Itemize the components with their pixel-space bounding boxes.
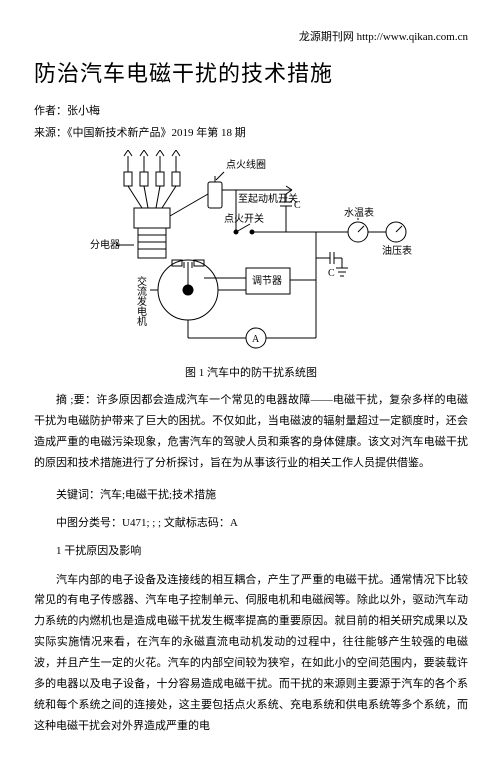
label-ammeter: A — [252, 334, 260, 345]
label-oil-gauge: 油压表 — [382, 244, 412, 257]
keywords-text: 汽车;电磁干扰;技术措施 — [100, 489, 216, 501]
article-title: 防治汽车电磁干扰的技术措施 — [34, 56, 468, 88]
abstract-text: 许多原因都会造成汽车一个常见的电器故障——电磁干扰，复杂多样的电磁干扰为电磁防护… — [34, 394, 468, 469]
label-ignition-switch: 点火开关 — [224, 212, 264, 225]
circuit-diagram: 分电器 点火线圈 至起动机开关 — [86, 150, 416, 360]
author-line: 作者：张小梅 — [34, 102, 468, 118]
label-starter-switch: 至起动机开关 — [238, 192, 298, 205]
label-capacitor-2: C — [328, 268, 335, 279]
classification-line: 中图分类号：U471; ; ; 文献标志码：A — [34, 514, 468, 530]
label-ignition-coil: 点火线圈 — [226, 158, 266, 171]
label-distributor: 分电器 — [90, 238, 120, 251]
label-alternator: 交流发电机 — [135, 275, 147, 327]
keywords-label: 关键词： — [56, 489, 100, 501]
site-header: 龙源期刊网 http://www.qikan.com.cn — [34, 28, 468, 44]
abstract-label: 摘 ;要： — [56, 394, 96, 406]
label-capacitor: C — [294, 200, 301, 211]
label-regulator: 调节器 — [252, 275, 282, 287]
figure-1: 分电器 点火线圈 至起动机开关 — [34, 150, 468, 380]
source-line: 来源：《中国新技术新产品》2019 年第 18 期 — [34, 124, 468, 140]
section-body: 汽车内部的电子设备及连接线的相互耦合，产生了严重的电磁干扰。通常情况下比较常见的… — [34, 570, 468, 737]
abstract-paragraph: 摘 ;要：许多原因都会造成汽车一个常见的电器故障——电磁干扰，复杂多样的电磁干扰… — [34, 390, 468, 474]
figure-caption: 图 1 汽车中的防干扰系统图 — [34, 364, 468, 380]
keywords-line: 关键词：汽车;电磁干扰;技术措施 — [34, 486, 468, 502]
label-water-gauge: 水温表 — [344, 206, 374, 219]
section-heading: 1 干扰原因及影响 — [34, 542, 468, 558]
